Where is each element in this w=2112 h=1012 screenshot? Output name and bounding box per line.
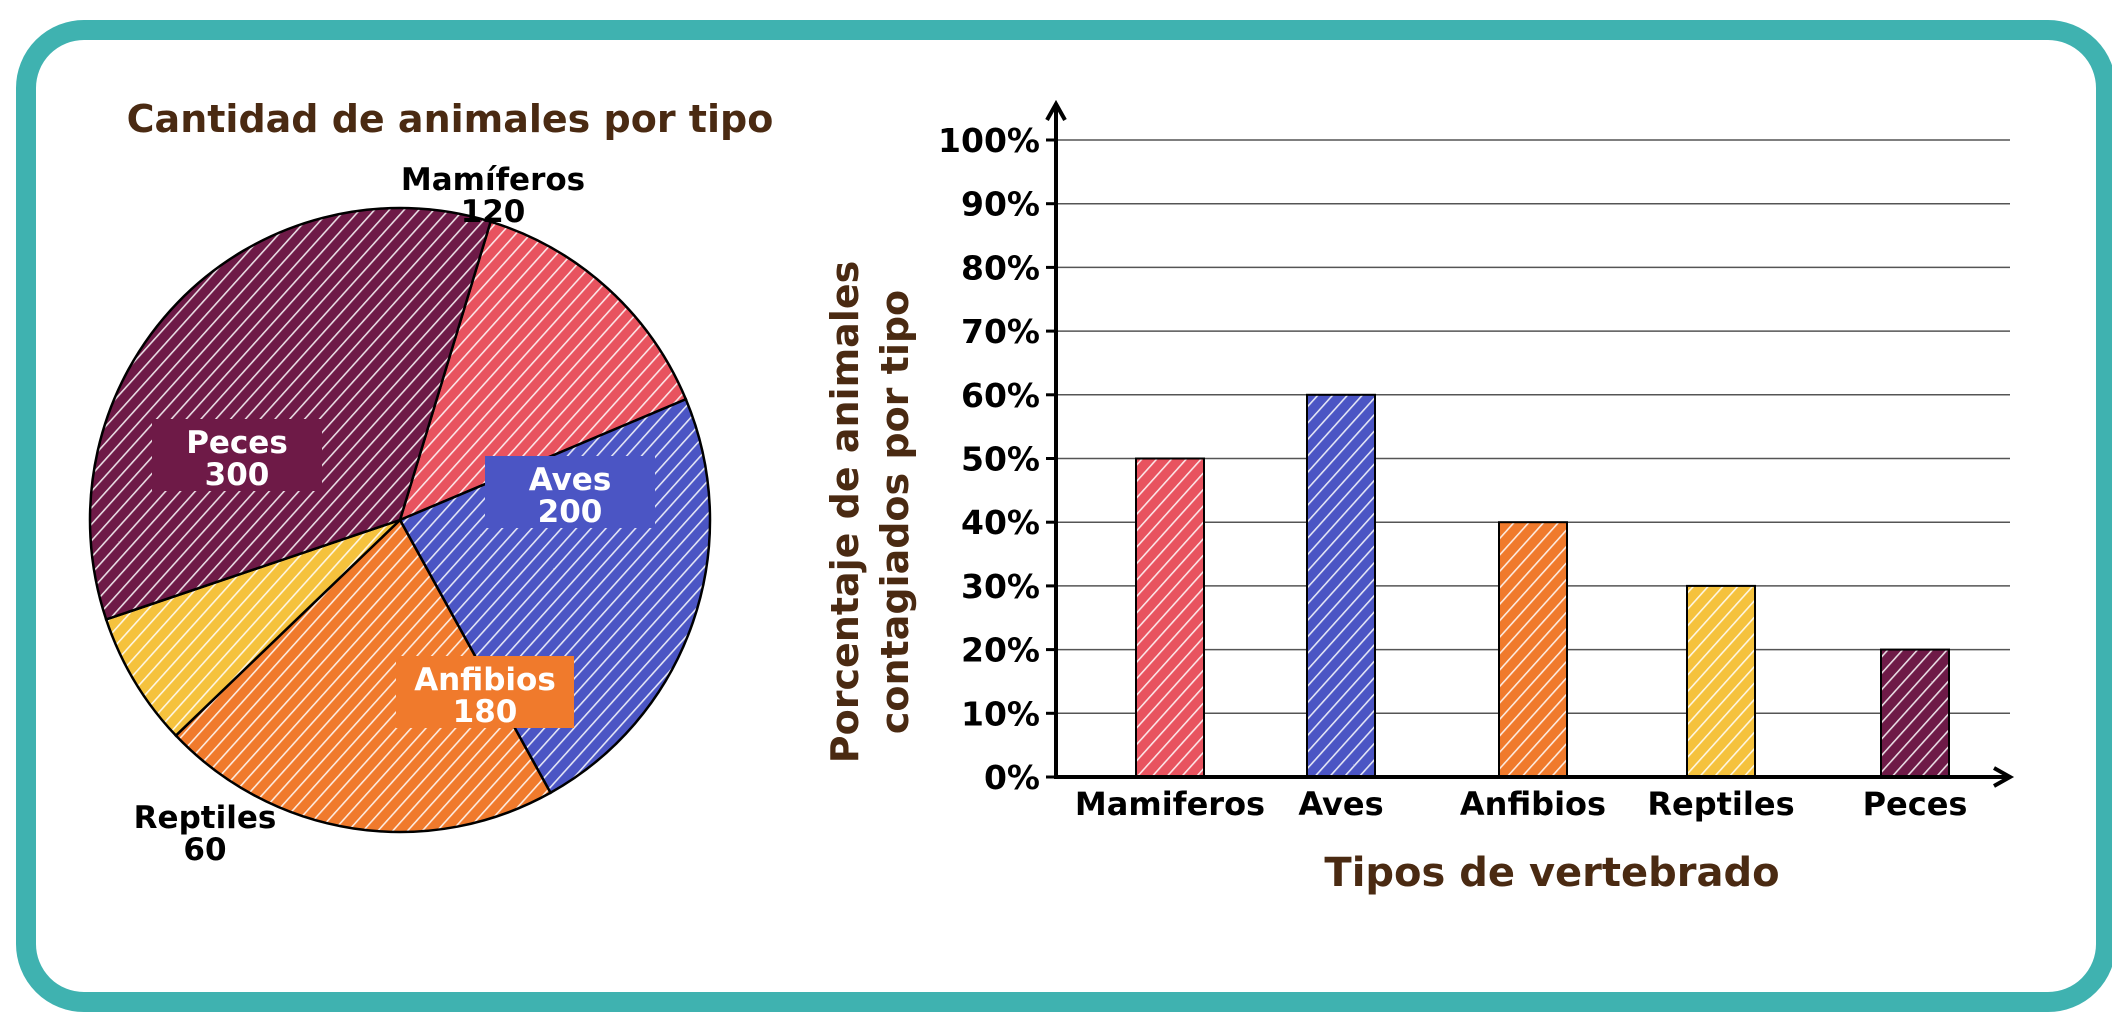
y-axis-title-line-1: Porcentaje de animales bbox=[823, 261, 867, 763]
y-axis-title: Porcentaje de animales contagiados por t… bbox=[823, 261, 917, 763]
bar-anfibios bbox=[1499, 522, 1567, 777]
y-tick-label: 70% bbox=[961, 312, 1040, 351]
pie-label-name: Anfibios bbox=[414, 662, 556, 698]
bar-peces bbox=[1881, 650, 1949, 777]
y-tick-label: 90% bbox=[961, 185, 1040, 224]
bar-reptiles bbox=[1687, 586, 1755, 777]
pie-label-name: Reptiles bbox=[134, 800, 277, 836]
pie-label-value: 180 bbox=[453, 694, 518, 730]
pie-label-value: 120 bbox=[461, 194, 526, 230]
bar-aves bbox=[1307, 395, 1375, 777]
pie-label-value: 200 bbox=[538, 494, 603, 530]
pie-label-name: Peces bbox=[186, 425, 288, 461]
y-tick-label: 20% bbox=[961, 631, 1040, 670]
pie-label-value: 300 bbox=[205, 457, 270, 493]
y-axis-title-line-2: contagiados por tipo bbox=[873, 290, 917, 734]
y-tick-label: 80% bbox=[961, 248, 1040, 287]
y-tick-labels: 0% 10% 20% 30% 40% 50% 60% 70% 80% 90% 100% bbox=[938, 121, 1040, 797]
x-axis-title: Tipos de vertebrado bbox=[1324, 850, 1779, 896]
y-tick-label: 30% bbox=[961, 567, 1040, 606]
y-tick-label: 40% bbox=[961, 503, 1040, 542]
pie-label-value: 60 bbox=[183, 832, 226, 868]
pie-label-name: Mamíferos bbox=[401, 162, 585, 198]
y-tick-label: 60% bbox=[961, 376, 1040, 415]
y-tick-label: 10% bbox=[961, 694, 1040, 733]
x-tick-labels: Mamiferos Aves Anfibios Reptiles Peces bbox=[1075, 785, 1968, 823]
x-tick-label-peces: Peces bbox=[1863, 785, 1968, 823]
pie-label-name: Aves bbox=[529, 462, 612, 498]
x-tick-label-reptiles: Reptiles bbox=[1647, 785, 1794, 823]
y-tick-label: 0% bbox=[984, 758, 1040, 797]
y-tick-label: 100% bbox=[938, 121, 1040, 160]
x-tick-label-mamiferos: Mamiferos bbox=[1075, 785, 1265, 823]
pie-title: Cantidad de animales por tipo bbox=[127, 97, 774, 141]
x-tick-label-anfibios: Anfibios bbox=[1460, 785, 1606, 823]
bar-mamiferos bbox=[1136, 459, 1204, 778]
x-tick-label-aves: Aves bbox=[1298, 785, 1383, 823]
y-tick-label: 50% bbox=[961, 440, 1040, 479]
